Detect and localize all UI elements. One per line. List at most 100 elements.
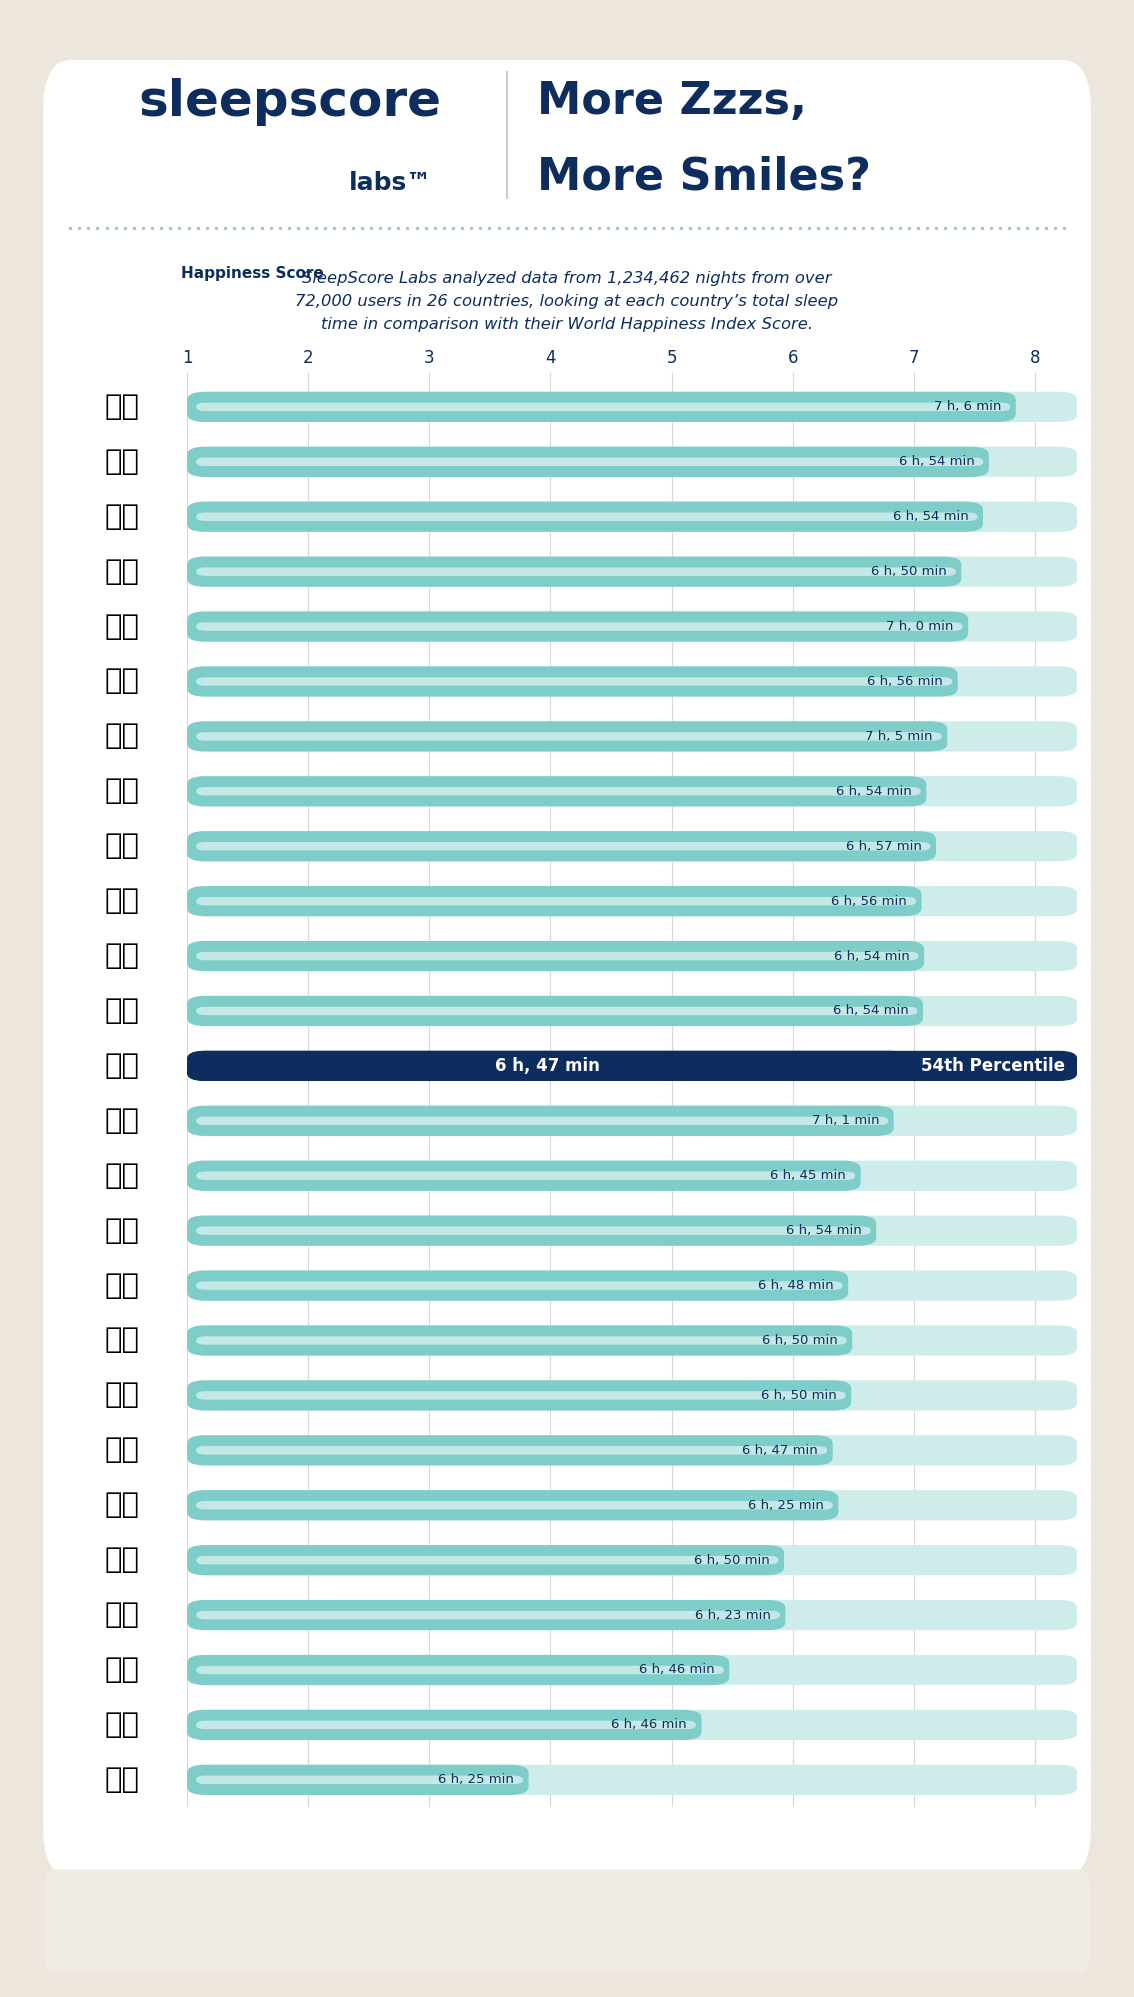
Text: 6 h, 54 min: 6 h, 54 min bbox=[833, 949, 909, 963]
Text: 6 h, 54 min: 6 h, 54 min bbox=[832, 1004, 908, 1018]
Point bbox=[772, 212, 790, 244]
Text: 🇫🇷: 🇫🇷 bbox=[104, 1216, 139, 1244]
Point bbox=[727, 212, 745, 244]
Point bbox=[672, 212, 691, 244]
FancyBboxPatch shape bbox=[187, 1050, 1077, 1080]
FancyBboxPatch shape bbox=[196, 457, 983, 465]
Point bbox=[809, 212, 827, 244]
Text: 6 h, 45 min: 6 h, 45 min bbox=[770, 1168, 846, 1182]
Point bbox=[434, 212, 452, 244]
FancyBboxPatch shape bbox=[187, 1380, 1077, 1410]
FancyBboxPatch shape bbox=[196, 787, 921, 795]
FancyBboxPatch shape bbox=[187, 887, 922, 917]
Point bbox=[443, 212, 462, 244]
Text: 🇳🇱: 🇳🇱 bbox=[104, 613, 139, 641]
Point bbox=[398, 212, 416, 244]
FancyBboxPatch shape bbox=[187, 1765, 1077, 1795]
Text: 🇧🇷: 🇧🇷 bbox=[104, 1436, 139, 1464]
Point bbox=[955, 212, 973, 244]
FancyBboxPatch shape bbox=[187, 391, 1077, 421]
Text: 6 h, 48 min: 6 h, 48 min bbox=[758, 1278, 833, 1292]
Point bbox=[781, 212, 799, 244]
Point bbox=[325, 212, 344, 244]
Text: 6 h, 50 min: 6 h, 50 min bbox=[871, 565, 947, 579]
Point bbox=[70, 212, 88, 244]
Point bbox=[235, 212, 253, 244]
FancyBboxPatch shape bbox=[187, 831, 936, 861]
FancyBboxPatch shape bbox=[187, 1490, 838, 1520]
Text: 🇮🇹: 🇮🇹 bbox=[104, 1382, 139, 1410]
Text: 6 h, 56 min: 6 h, 56 min bbox=[868, 675, 943, 689]
Text: A Partnership for World Sleep Day & Beyond: A Partnership for World Sleep Day & Beyo… bbox=[77, 1913, 386, 1929]
Point bbox=[1000, 212, 1018, 244]
Text: 6 h, 57 min: 6 h, 57 min bbox=[846, 839, 922, 853]
Point bbox=[836, 212, 854, 244]
Point bbox=[818, 212, 836, 244]
Point bbox=[653, 212, 671, 244]
FancyBboxPatch shape bbox=[187, 1270, 848, 1300]
Text: labs™: labs™ bbox=[694, 1943, 736, 1955]
Text: 6 h, 47 min: 6 h, 47 min bbox=[743, 1444, 818, 1458]
Text: 6 h, 46 min: 6 h, 46 min bbox=[640, 1664, 714, 1677]
FancyBboxPatch shape bbox=[187, 1380, 852, 1410]
Point bbox=[407, 212, 425, 244]
Point bbox=[964, 212, 982, 244]
Text: score: score bbox=[736, 1893, 790, 1913]
Point bbox=[799, 212, 818, 244]
Point bbox=[197, 212, 215, 244]
Text: 🇧🇪: 🇧🇪 bbox=[104, 1106, 139, 1134]
FancyBboxPatch shape bbox=[187, 1490, 1077, 1520]
Point bbox=[881, 212, 899, 244]
FancyBboxPatch shape bbox=[187, 887, 1077, 917]
Text: 6 h, 54 min: 6 h, 54 min bbox=[786, 1224, 862, 1238]
Text: 🇿🇦: 🇿🇦 bbox=[104, 1711, 139, 1739]
Text: 🇸🇪: 🇸🇪 bbox=[104, 667, 139, 695]
FancyBboxPatch shape bbox=[187, 1546, 1077, 1576]
FancyBboxPatch shape bbox=[196, 843, 931, 851]
FancyBboxPatch shape bbox=[187, 1546, 784, 1576]
Point bbox=[891, 212, 909, 244]
Point bbox=[206, 212, 225, 244]
FancyBboxPatch shape bbox=[196, 1556, 779, 1564]
Point bbox=[572, 212, 590, 244]
FancyBboxPatch shape bbox=[187, 1326, 1077, 1356]
Text: 🇫🇮: 🇫🇮 bbox=[104, 393, 139, 421]
FancyBboxPatch shape bbox=[196, 1775, 523, 1783]
FancyBboxPatch shape bbox=[196, 1446, 827, 1454]
FancyBboxPatch shape bbox=[196, 897, 916, 905]
Point bbox=[662, 212, 680, 244]
Point bbox=[152, 212, 170, 244]
FancyBboxPatch shape bbox=[187, 611, 968, 641]
FancyBboxPatch shape bbox=[196, 953, 919, 961]
Text: 7 h, 0 min: 7 h, 0 min bbox=[887, 619, 954, 633]
FancyBboxPatch shape bbox=[187, 1656, 1077, 1685]
FancyBboxPatch shape bbox=[196, 733, 942, 741]
Point bbox=[1009, 212, 1027, 244]
Text: labs™: labs™ bbox=[349, 170, 432, 196]
Text: 6 h, 47 min: 6 h, 47 min bbox=[496, 1056, 600, 1074]
Text: 🇯🇵: 🇯🇵 bbox=[104, 1602, 139, 1630]
Point bbox=[225, 212, 243, 244]
Point bbox=[863, 212, 881, 244]
Point bbox=[682, 212, 700, 244]
FancyBboxPatch shape bbox=[187, 667, 958, 697]
Text: 6 h, 54 min: 6 h, 54 min bbox=[836, 785, 912, 799]
Point bbox=[709, 212, 727, 244]
Point bbox=[919, 212, 937, 244]
FancyBboxPatch shape bbox=[187, 941, 924, 971]
FancyBboxPatch shape bbox=[187, 721, 947, 751]
FancyBboxPatch shape bbox=[196, 567, 956, 575]
Point bbox=[253, 212, 271, 244]
Text: 🇵🇹: 🇵🇹 bbox=[104, 1546, 139, 1574]
Point bbox=[179, 212, 197, 244]
Point bbox=[1027, 212, 1046, 244]
FancyBboxPatch shape bbox=[196, 677, 953, 685]
Point bbox=[280, 212, 298, 244]
Point bbox=[872, 212, 890, 244]
Point bbox=[143, 212, 161, 244]
Point bbox=[553, 212, 572, 244]
Text: 7 h, 1 min: 7 h, 1 min bbox=[812, 1114, 879, 1128]
FancyBboxPatch shape bbox=[187, 611, 1077, 641]
Point bbox=[581, 212, 599, 244]
Point bbox=[98, 212, 116, 244]
